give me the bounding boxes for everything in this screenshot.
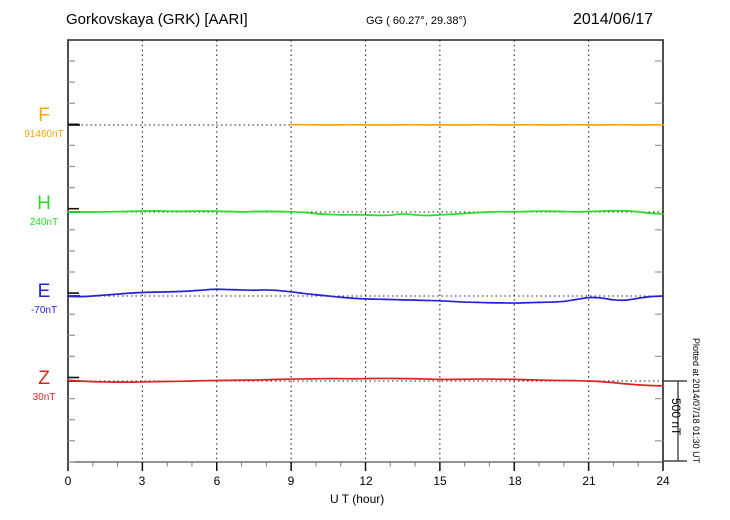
plotted-at-timestamp: Plotted at 2014/07/18 01:30 UT <box>691 338 701 464</box>
observation-date: 2014/06/17 <box>573 11 654 28</box>
component-letter-e: E <box>37 281 51 302</box>
geographic-coordinates: GG ( 60.27°, 29.38°) <box>366 15 467 27</box>
xtick-label-18: 18 <box>508 474 522 488</box>
component-baseline-e: -70nT <box>30 305 58 316</box>
xtick-label-15: 15 <box>433 474 447 488</box>
xtick-label-12: 12 <box>359 474 373 488</box>
page-title: Gorkovskaya (GRK) [AARI] <box>66 11 248 28</box>
xtick-label-6: 6 <box>213 474 221 488</box>
trace-e <box>67 288 664 304</box>
xtick-label-9: 9 <box>287 474 295 488</box>
xtick-label-24: 24 <box>656 474 670 488</box>
scale-bar-label: 500 nT <box>669 398 683 436</box>
component-baseline-z: 30nT <box>32 392 56 403</box>
component-letter-f: F <box>38 105 50 126</box>
trace-z <box>67 377 664 387</box>
component-baseline-h: 240nT <box>29 217 59 228</box>
component-letter-h: H <box>37 193 51 214</box>
component-letter-z: Z <box>38 368 50 389</box>
component-baseline-f: 91460nT <box>24 129 64 140</box>
x-axis-title: U T (hour) <box>330 492 385 506</box>
xtick-label-21: 21 <box>582 474 596 488</box>
xtick-label-3: 3 <box>138 474 146 488</box>
xtick-label-0: 0 <box>64 474 72 488</box>
trace-h <box>67 209 664 217</box>
